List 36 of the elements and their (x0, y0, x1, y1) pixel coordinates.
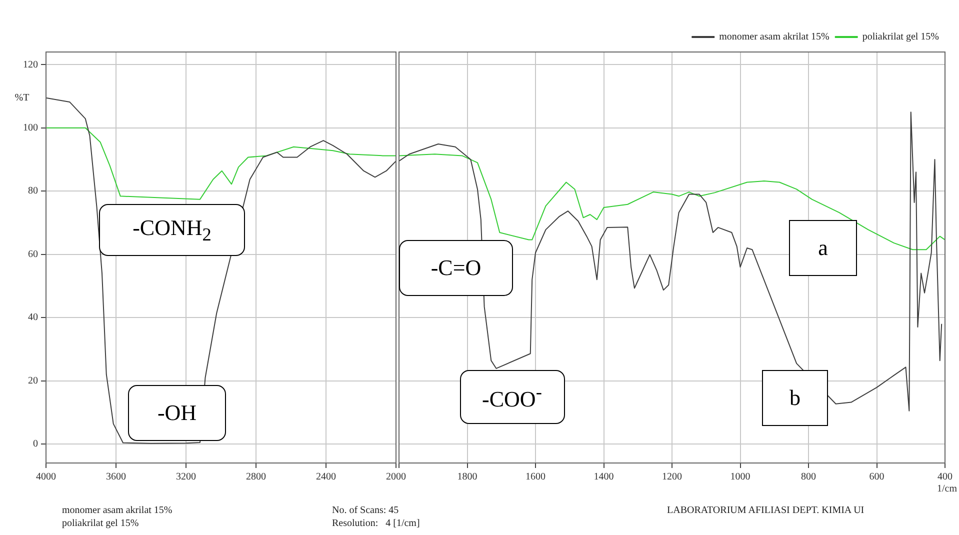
x-axis-title: 1/cm (937, 484, 958, 495)
x-tick-label: 4000 (36, 472, 56, 483)
y-tick-label: 80 (28, 186, 38, 197)
text: Resolution: 4 [1/cm] (332, 518, 420, 529)
x-tick-label: 1800 (457, 472, 478, 483)
y-tick-label: 20 (28, 375, 38, 386)
legend-label: monomer asam akrilat 15% (719, 32, 830, 43)
y-tick-label: 40 (28, 312, 38, 324)
annotation: a (818, 235, 828, 261)
legend-label: poliakrilat gel 15% (862, 32, 940, 43)
x-tick-label: 2000 (386, 472, 406, 483)
text: LABORATORIUM AFILIASI DEPT. KIMIA UI (667, 505, 864, 516)
x-tick-label: 1400 (594, 472, 614, 483)
x-tick-label: 1200 (662, 472, 682, 483)
annotation: -COO$^{-}$ (482, 382, 542, 412)
annotation: -OH (157, 400, 197, 426)
x-tick-label: 3600 (106, 472, 126, 483)
x-tick-label: 1600 (526, 472, 546, 483)
annotation: b (790, 385, 800, 411)
y-tick-label: 60 (28, 248, 38, 260)
annotation: -CONH$_{2}$ (132, 214, 212, 246)
y-tick-label: 120 (23, 59, 38, 70)
y-tick-label: 100 (23, 122, 38, 134)
x-tick-label: 600 (869, 472, 884, 483)
annotation: -C=O (430, 255, 482, 281)
x-tick-label: 2400 (316, 472, 336, 483)
x-tick-label: 800 (801, 472, 816, 483)
text: No. of Scans: 45 (332, 505, 399, 516)
y-axis-title: %T (14, 92, 30, 104)
x-tick-label: 1000 (730, 472, 750, 483)
text: poliakrilat gel 15% (62, 518, 139, 529)
x-tick-label: 2800 (246, 472, 266, 483)
x-tick-label: 3200 (176, 472, 196, 483)
x-tick-label: 400 (938, 472, 952, 483)
y-tick-label: 0 (33, 438, 38, 450)
text: monomer asam akrilat 15% (62, 505, 172, 516)
